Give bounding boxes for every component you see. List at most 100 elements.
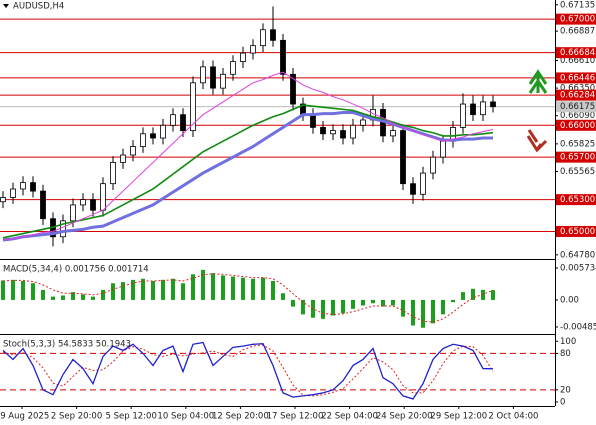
x-tick-label: 12 Sep 20:00	[212, 412, 269, 422]
level-label: 0.65300	[560, 195, 595, 205]
candle-body	[170, 114, 176, 126]
y-tick-label: 0.005734	[560, 263, 596, 273]
x-tick-label: 22 Sep 04:00	[321, 412, 378, 422]
candle-body	[350, 124, 356, 139]
macd-bar	[121, 282, 125, 300]
candle-body	[240, 52, 246, 62]
candle-body	[480, 101, 486, 116]
macd-bar	[241, 277, 245, 300]
down-arrow	[526, 129, 548, 153]
macd-signal	[2, 273, 494, 323]
macd-bar	[271, 280, 275, 300]
x-tick-label: 29 Aug 2025	[0, 412, 49, 422]
level-label-box	[556, 13, 596, 25]
level-label: 0.66284	[560, 91, 595, 101]
macd-bar	[381, 299, 385, 307]
candle-body	[260, 29, 266, 47]
macd-bar	[321, 299, 325, 319]
y-tick-label: 80	[560, 349, 571, 359]
candle-body	[190, 82, 196, 131]
level-label-box	[556, 119, 596, 131]
macd-bar	[341, 299, 345, 314]
macd-bar	[411, 299, 415, 326]
current-price-box	[556, 101, 596, 113]
macd-bar	[201, 269, 205, 300]
macd-bar	[431, 299, 435, 324]
candle-body	[220, 73, 226, 89]
menu-triangle	[3, 4, 9, 8]
level-label-box	[556, 151, 596, 163]
macd-bar	[481, 289, 485, 300]
stoch-line	[2, 341, 494, 400]
macd-bar	[221, 275, 225, 300]
candle-body	[360, 119, 366, 126]
level-label-box	[556, 225, 596, 237]
level-label-box	[556, 47, 596, 59]
candle-body	[140, 133, 146, 147]
macd-bar	[301, 299, 305, 315]
macd-bar	[251, 278, 255, 300]
level-label-box	[556, 72, 596, 84]
macd-bar	[101, 289, 105, 300]
candle-body	[310, 114, 316, 128]
stoch-title: Stoch(5,3,3) 54.5833 50.1943	[3, 340, 131, 350]
candle-body	[200, 66, 206, 84]
candle-body	[40, 190, 46, 220]
x-tick-label: 24 Sep 20:00	[376, 412, 433, 422]
candle-body	[30, 182, 36, 192]
candle-body	[330, 130, 336, 135]
level-label: 0.67000	[560, 15, 595, 25]
candle-body	[120, 154, 126, 163]
candle-body	[160, 124, 166, 139]
candle-body	[250, 45, 256, 54]
macd-bar	[31, 283, 35, 300]
y-tick-label: 100	[560, 337, 576, 347]
candle-body	[0, 197, 6, 203]
macd-bar	[441, 299, 445, 315]
up-arrow	[528, 69, 548, 94]
y-tick-label: 0.65565	[560, 167, 595, 177]
x-tick-label: 29 Sep 12:00	[430, 412, 487, 422]
candle-body	[410, 183, 416, 195]
x-tick-label: 5 Sep 12:00	[106, 412, 157, 422]
macd-bar	[211, 273, 215, 300]
macd-bar	[111, 283, 115, 300]
macd-bar	[131, 279, 135, 300]
macd-bar	[181, 283, 185, 300]
macd-bar	[61, 295, 65, 300]
macd-bar	[461, 292, 465, 300]
y-tick-label: 0.67135	[560, 0, 595, 10]
macd-bar	[471, 288, 475, 300]
candle-body	[20, 182, 26, 190]
macd-bar	[81, 294, 85, 300]
macd-bar	[451, 299, 455, 303]
candle-body	[290, 73, 296, 105]
macd-bar	[1, 280, 5, 300]
macd-bar	[41, 289, 45, 300]
moving-average	[2, 104, 494, 239]
macd-bar	[231, 276, 235, 300]
macd-bar	[191, 274, 195, 300]
candle-body	[180, 114, 186, 131]
candle-body	[210, 66, 216, 89]
macd-bar	[401, 299, 405, 317]
candle-body	[230, 61, 236, 75]
signal-arrows	[526, 69, 548, 153]
y-tick-label: 0.66350	[560, 84, 595, 94]
candle-body	[490, 101, 496, 108]
macd-bar	[11, 279, 15, 300]
candle-body	[110, 162, 116, 185]
candle-body	[430, 156, 436, 174]
macd-title: MACD(5,34,4) 0.001756 0.001714	[3, 265, 149, 275]
chart-title: AUDUSD,H4	[13, 2, 64, 12]
y-tick-label: 0.64780	[560, 250, 595, 260]
macd-bar	[421, 299, 425, 328]
candle-body	[10, 188, 16, 198]
y-tick-label: 20	[560, 385, 571, 395]
macd-bar	[391, 299, 395, 306]
candle-body	[440, 140, 446, 158]
candle-body	[470, 103, 476, 116]
